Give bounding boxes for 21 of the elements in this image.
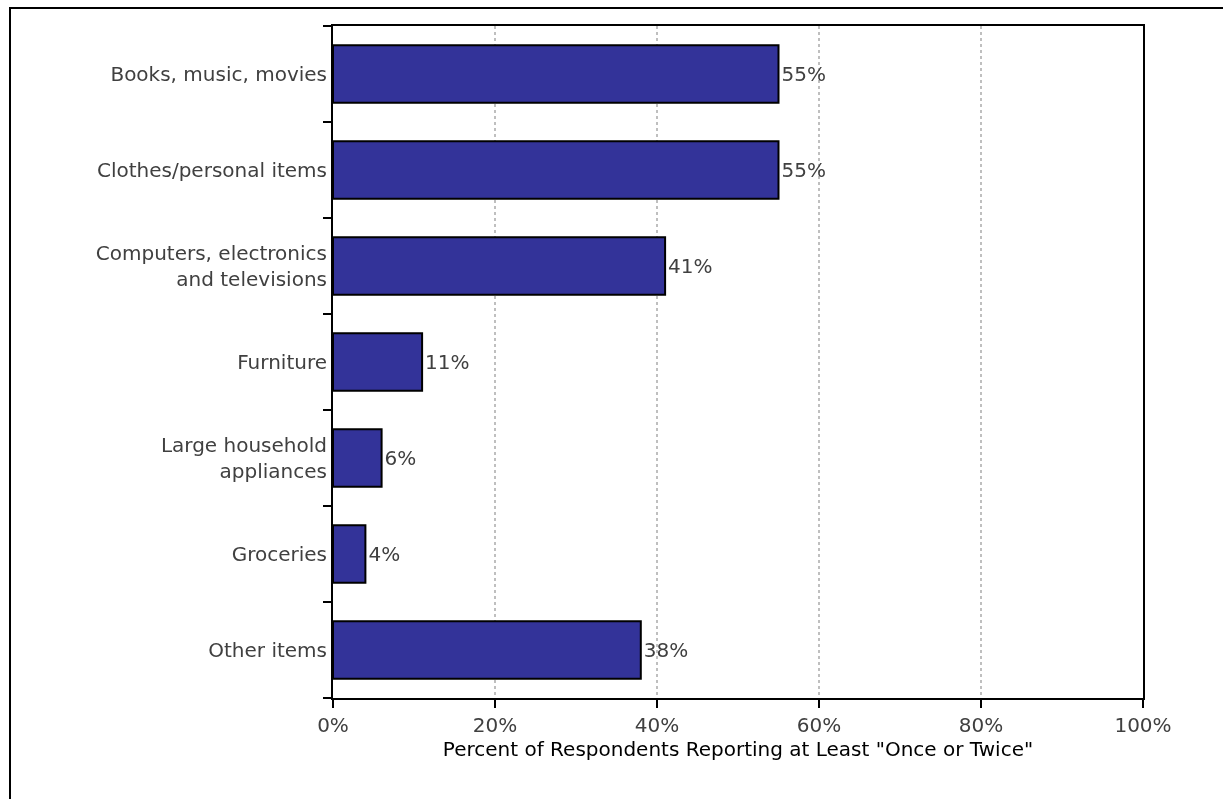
data-label: 41% [668, 254, 713, 278]
x-tick-label: 80% [958, 713, 1004, 737]
x-tick-label: 40% [634, 713, 680, 737]
x-tick-label: 100% [1114, 713, 1172, 737]
y-tick-label: Other items [208, 638, 327, 662]
y-tick-label: Large household appliances [160, 433, 327, 483]
y-tick-label: Computers, electronics and televisions [95, 241, 327, 291]
data-label: 4% [368, 542, 401, 566]
x-tick-label: 20% [472, 713, 518, 737]
x-tick-label: 60% [796, 713, 842, 737]
x-axis-title: Percent of Respondents Reporting at Least "Once or Twice" [442, 737, 1034, 761]
y-tick-label: Groceries [231, 542, 327, 566]
data-label: 55% [781, 158, 826, 182]
y-tick-label: Clothes/personal items [96, 158, 327, 182]
data-label: 55% [781, 62, 826, 86]
data-label: 38% [643, 638, 689, 662]
data-label: 6% [384, 446, 417, 470]
y-tick-label: Furniture [237, 350, 327, 374]
x-tick-label: 0% [317, 713, 349, 737]
y-tick-label: Books, music, movies [110, 62, 327, 86]
data-label: 11% [425, 350, 470, 374]
